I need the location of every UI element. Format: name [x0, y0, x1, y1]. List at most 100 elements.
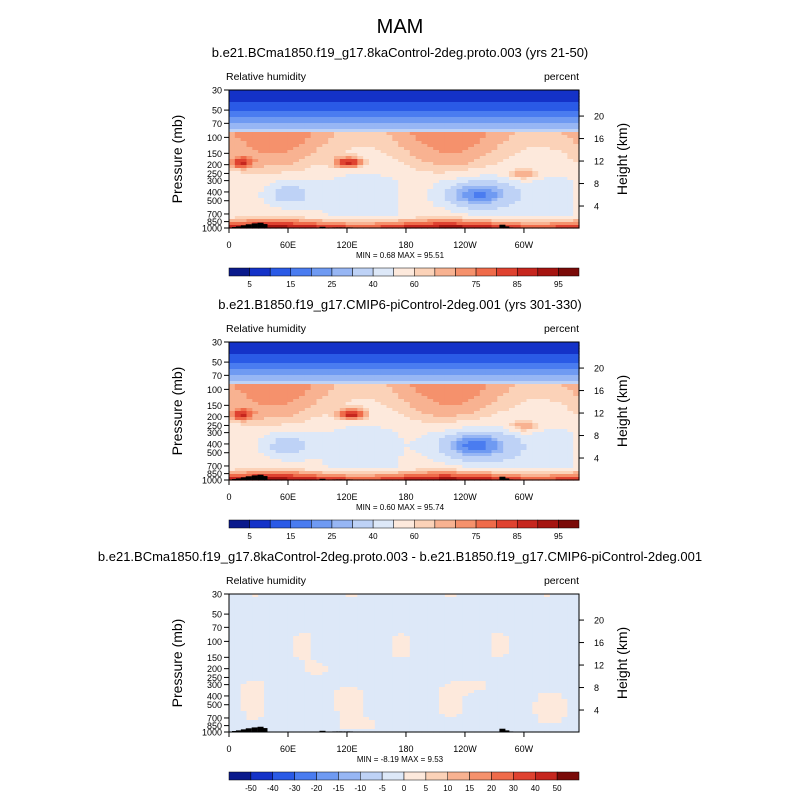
field-cell: [427, 354, 434, 358]
field-cell: [567, 96, 574, 100]
field-cell: [328, 396, 335, 400]
field-cell: [316, 426, 323, 430]
field-cell: [485, 198, 493, 202]
field-cell: [444, 144, 452, 148]
field-cell: [549, 360, 557, 364]
field-cell: [304, 144, 312, 148]
field-cell: [526, 144, 533, 148]
field-cell: [421, 162, 428, 166]
field-cell: [509, 342, 516, 346]
field-cell: [357, 183, 364, 187]
field-cell: [275, 123, 283, 127]
field-cell: [229, 180, 236, 184]
field-cell: [322, 159, 329, 163]
field-cell: [252, 114, 259, 118]
field-cell: [497, 222, 504, 226]
field-cell: [474, 360, 481, 364]
field-cell: [275, 414, 283, 418]
field-cell: [497, 387, 504, 391]
field-cell: [345, 198, 353, 202]
field-cell: [269, 207, 277, 211]
field-cell: [462, 198, 469, 202]
field-cell: [392, 171, 399, 175]
field-cell: [538, 429, 545, 433]
field-cell: [287, 348, 294, 352]
field-cell: [386, 183, 393, 187]
field-cell: [514, 138, 522, 142]
field-cell: [462, 111, 469, 115]
field-cell: [538, 93, 545, 97]
field-cell: [479, 111, 487, 115]
field-cell: [240, 162, 248, 166]
colorbar-swatch: [414, 267, 436, 277]
field-cell: [264, 90, 271, 94]
field-cell: [386, 405, 393, 409]
field-cell: [357, 411, 364, 415]
field-cell: [573, 135, 580, 139]
field-cell: [264, 396, 271, 400]
field-cell: [334, 192, 341, 196]
field-cell: [497, 441, 504, 445]
field-cell: [450, 438, 458, 442]
field-cell: [240, 141, 248, 145]
field-cell: [561, 408, 568, 412]
field-cell: [433, 180, 440, 184]
field-cell: [374, 360, 382, 364]
field-cell: [479, 129, 487, 133]
field-cell: [462, 444, 469, 448]
field-cell: [491, 171, 498, 175]
field-cell: [275, 351, 283, 355]
field-cell: [310, 204, 318, 208]
field-cell: [287, 213, 294, 217]
field-cell: [252, 396, 259, 400]
field-cell: [293, 138, 300, 142]
field-cell: [281, 354, 288, 358]
field-cell: [404, 429, 411, 433]
field-cell: [264, 444, 271, 448]
field-cell: [456, 177, 463, 181]
field-cell: [386, 90, 393, 94]
field-cell: [567, 153, 574, 157]
field-cell: [310, 216, 318, 220]
field-cell: [316, 363, 323, 367]
field-cell: [310, 426, 318, 430]
field-cell: [520, 114, 528, 118]
field-cell: [316, 216, 323, 220]
field-cell: [509, 417, 516, 421]
field-cell: [264, 117, 271, 121]
field-cell: [369, 393, 376, 397]
field-cell: [433, 387, 440, 391]
field-cell: [474, 357, 481, 361]
field-cell: [456, 393, 463, 397]
field-cell: [450, 141, 458, 145]
field-cell: [264, 384, 271, 388]
field-cell: [549, 156, 557, 160]
field-cell: [374, 381, 382, 385]
field-cell: [351, 375, 358, 379]
field-cell: [509, 150, 516, 154]
field-cell: [386, 105, 393, 109]
field-cell: [509, 222, 516, 226]
field-cell: [339, 90, 347, 94]
field-cell: [497, 189, 504, 193]
field-cell: [334, 111, 341, 115]
field-cell: [491, 393, 498, 397]
field-cell: [526, 171, 533, 175]
field-cell: [316, 417, 323, 421]
field-cell: [497, 444, 504, 448]
field-cell: [310, 195, 318, 199]
field-cell: [339, 354, 347, 358]
field-cell: [310, 90, 318, 94]
field-cell: [485, 99, 493, 103]
field-cell: [409, 387, 417, 391]
field-cell: [229, 423, 236, 427]
field-cell: [433, 195, 440, 199]
field-cell: [503, 93, 510, 97]
field-cell: [561, 219, 568, 223]
field-cell: [485, 393, 493, 397]
field-cell: [474, 156, 481, 160]
field-cell: [409, 150, 417, 154]
field-cell: [532, 168, 539, 172]
field-cell: [316, 354, 323, 358]
field-cell: [246, 189, 253, 193]
